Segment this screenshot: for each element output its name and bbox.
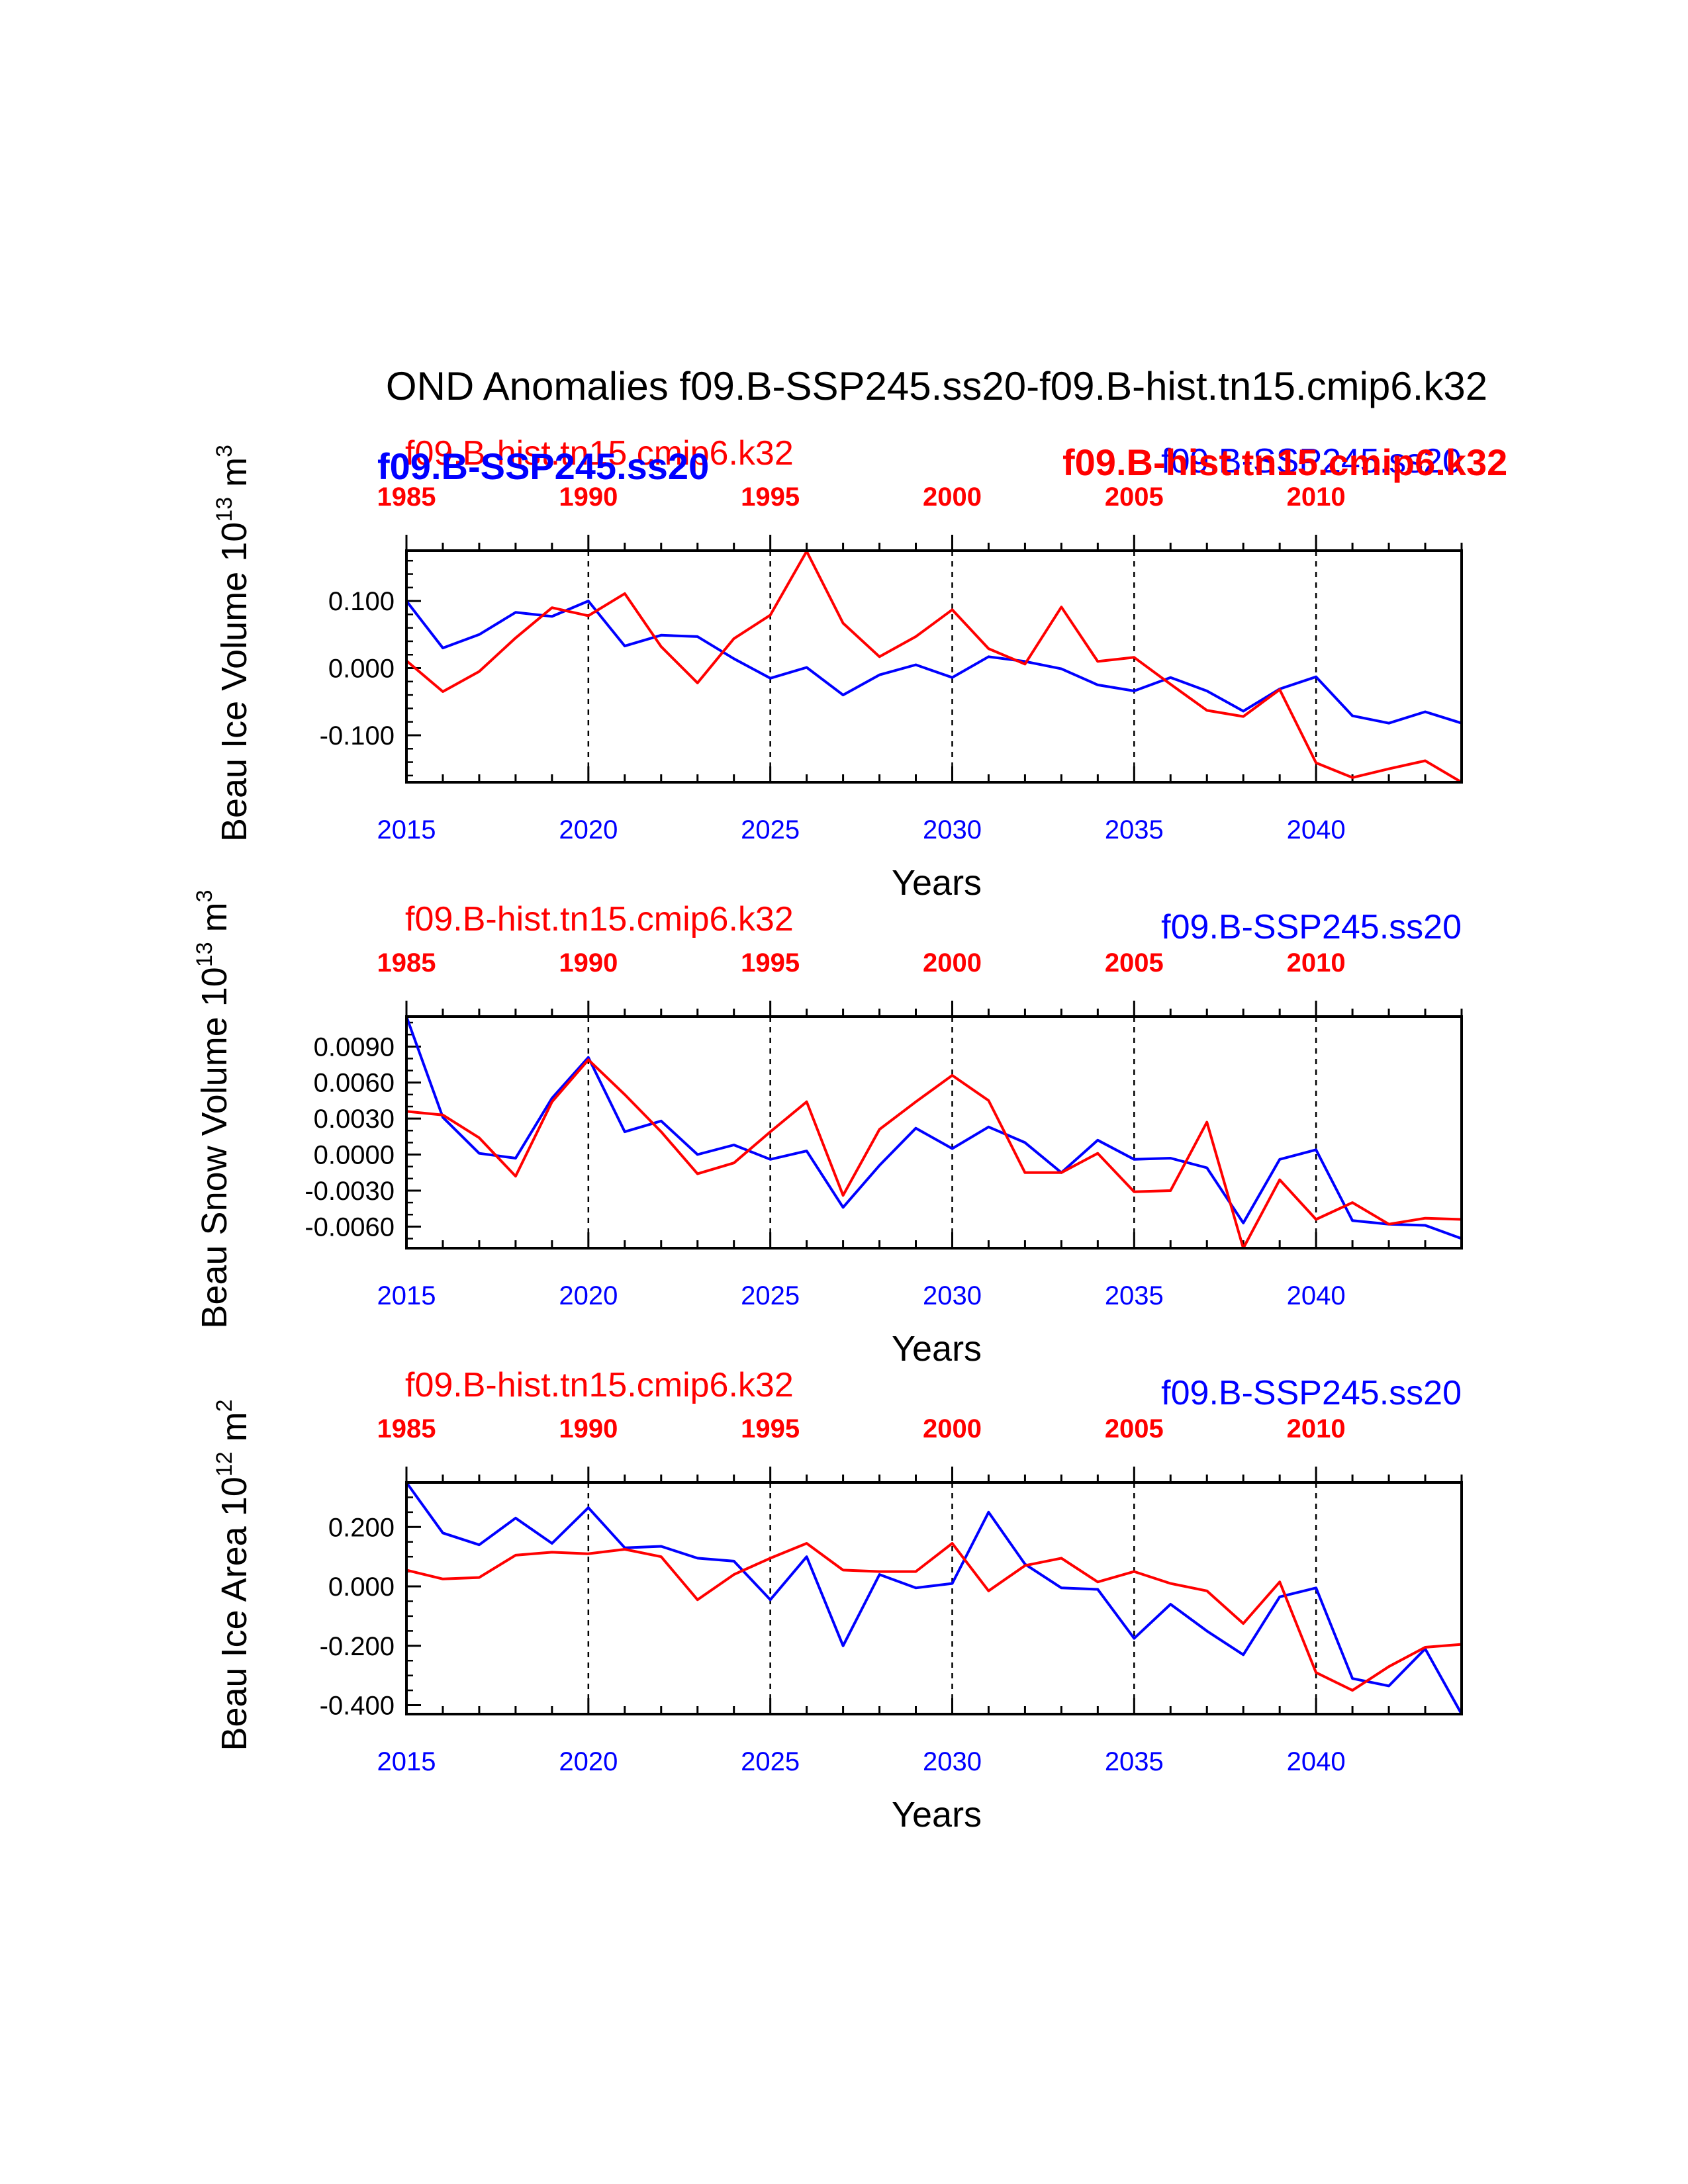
- x-bottom-tick-label: 2040: [1287, 1281, 1346, 1310]
- plot-frame: [405, 549, 1463, 784]
- y-tick-label: 0.200: [328, 1513, 395, 1542]
- x-bottom-tick-label: 2015: [377, 1747, 436, 1776]
- series-line-ssp245: [405, 600, 1462, 725]
- x-top-tick-label: 2000: [923, 482, 982, 512]
- x-bottom-tick-label: 2030: [923, 815, 982, 844]
- x-top-tick-label: 1985: [377, 482, 436, 512]
- y-axis-title-part: 13: [192, 942, 217, 967]
- x-top-tick-label: 2000: [923, 1414, 982, 1443]
- y-tick-label: -0.200: [320, 1632, 395, 1661]
- y-tick-label: -0.100: [320, 721, 395, 751]
- y-axis-title-part: m: [214, 457, 254, 497]
- x-top-tick-label: 2005: [1105, 482, 1164, 512]
- x-top-tick-label: 1995: [741, 1414, 800, 1443]
- chart-panels: 0.100 0.000 -0.100 2015 2020 2025 2030 2035 2040…: [192, 434, 1463, 1835]
- x-top-tick-label: 1995: [741, 948, 800, 978]
- y-tick-label: 0.0030: [314, 1105, 395, 1134]
- y-tick-label: -0.0030: [305, 1177, 395, 1206]
- top-right-series-label: f09.B-SSP245.ss20: [1161, 442, 1462, 480]
- y-axis-title: Beau Ice Volume 1013 m3: [212, 445, 254, 842]
- figure-title: OND Anomalies f09.B-SSP245.ss20-f09.B-hi…: [386, 364, 1487, 408]
- x-bottom-tick-label: 2025: [741, 1747, 800, 1776]
- y-tick-label: 0.0090: [314, 1032, 395, 1062]
- x-axis-title: Years: [892, 1329, 982, 1369]
- overlay-label-hist: f09.B-hist.tn15.cmip6.k32: [1062, 441, 1507, 483]
- series-line-hist: [406, 1542, 1462, 1692]
- y-axis-title-part: Beau Ice Area 10: [214, 1477, 254, 1751]
- x-bottom-tick-label: 2035: [1105, 1281, 1164, 1310]
- x-top-tick-label: 1990: [559, 1414, 618, 1443]
- x-top-tick-label: 1985: [377, 948, 436, 978]
- x-bottom-tick-label: 2025: [741, 815, 800, 844]
- y-axis-title-part: 3: [212, 445, 237, 457]
- x-bottom-tick-label: 2025: [741, 1281, 800, 1310]
- y-axis-title: Beau Snow Volume 1013 m3: [192, 889, 234, 1328]
- y-axis-title-part: 3: [192, 889, 217, 902]
- x-bottom-tick-label: 2030: [923, 1281, 982, 1310]
- x-bottom-tick-label: 2015: [377, 1281, 436, 1310]
- y-axis-title-part: Beau Ice Volume 10: [214, 522, 254, 842]
- y-axis-title: Beau Ice Area 1012 m2: [212, 1399, 254, 1751]
- x-bottom-tick-label: 2035: [1105, 815, 1164, 844]
- y-axis-title-part: 2: [212, 1399, 237, 1412]
- top-left-series-label: f09.B-hist.tn15.cmip6.k32: [405, 1366, 794, 1404]
- x-bottom-tick-label: 2030: [923, 1747, 982, 1776]
- x-top-tick-label: 1985: [377, 1414, 436, 1443]
- x-top-tick-label: 2005: [1105, 948, 1164, 978]
- y-tick-label: 0.000: [328, 655, 395, 684]
- y-axis-title-part: m: [214, 1412, 254, 1451]
- y-tick-label: 0.0000: [314, 1141, 395, 1170]
- x-top-tick-label: 1995: [741, 482, 800, 512]
- top-right-series-label: f09.B-SSP245.ss20: [1161, 908, 1462, 946]
- x-top-tick-label: 2010: [1287, 1414, 1346, 1443]
- x-bottom-tick-label: 2015: [377, 815, 436, 844]
- x-bottom-tick-label: 2040: [1287, 815, 1346, 844]
- x-bottom-tick-label: 2020: [559, 1281, 618, 1310]
- plot-frame: [405, 1481, 1463, 1715]
- top-left-series-label: f09.B-hist.tn15.cmip6.k32: [405, 434, 794, 473]
- panel-3: 0.200 0.000 -0.200 -0.400 2015 2020 2025 2030 20…: [212, 1366, 1463, 1835]
- x-axis-title: Years: [892, 1795, 982, 1835]
- x-top-tick-label: 2000: [923, 948, 982, 978]
- x-bottom-tick-label: 2020: [559, 1747, 618, 1776]
- series-line-ssp245: [405, 1016, 1462, 1240]
- y-tick-label: 0.0060: [314, 1069, 395, 1098]
- x-top-tick-label: 1990: [559, 482, 618, 512]
- overlay-label-ssp: f09.B-SSP245.ss20: [377, 445, 709, 487]
- x-bottom-tick-label: 2040: [1287, 1747, 1346, 1776]
- x-axis-title: Years: [892, 863, 982, 903]
- y-axis-title-part: Beau Snow Volume 10: [195, 967, 234, 1328]
- series-line-hist: [405, 550, 1463, 784]
- y-tick-label: -0.0060: [305, 1212, 395, 1242]
- y-tick-label: -0.400: [320, 1692, 395, 1721]
- y-tick-label: 0.000: [328, 1572, 395, 1602]
- plot-frame: [405, 1015, 1463, 1250]
- panel-1: 0.100 0.000 -0.100 2015 2020 2025 2030 2035 2040…: [212, 434, 1463, 903]
- series-line-hist: [406, 1058, 1462, 1250]
- y-axis-title-part: 12: [212, 1451, 237, 1477]
- x-top-tick-label: 1990: [559, 948, 618, 978]
- x-top-tick-label: 2010: [1287, 482, 1346, 512]
- x-bottom-tick-label: 2020: [559, 815, 618, 844]
- y-axis-title-part: m: [195, 902, 234, 942]
- x-bottom-tick-label: 2035: [1105, 1747, 1164, 1776]
- top-right-series-label: f09.B-SSP245.ss20: [1161, 1374, 1462, 1412]
- panel-2: 0.0090 0.0060 0.0030 0.0000 -0.0030 -0.0060 20…: [192, 889, 1463, 1369]
- x-top-tick-label: 2005: [1105, 1414, 1164, 1443]
- x-top-tick-label: 2010: [1287, 948, 1346, 978]
- y-axis-title-part: 13: [212, 497, 237, 522]
- top-left-series-label: f09.B-hist.tn15.cmip6.k32: [405, 900, 794, 938]
- y-tick-label: 0.100: [328, 587, 395, 616]
